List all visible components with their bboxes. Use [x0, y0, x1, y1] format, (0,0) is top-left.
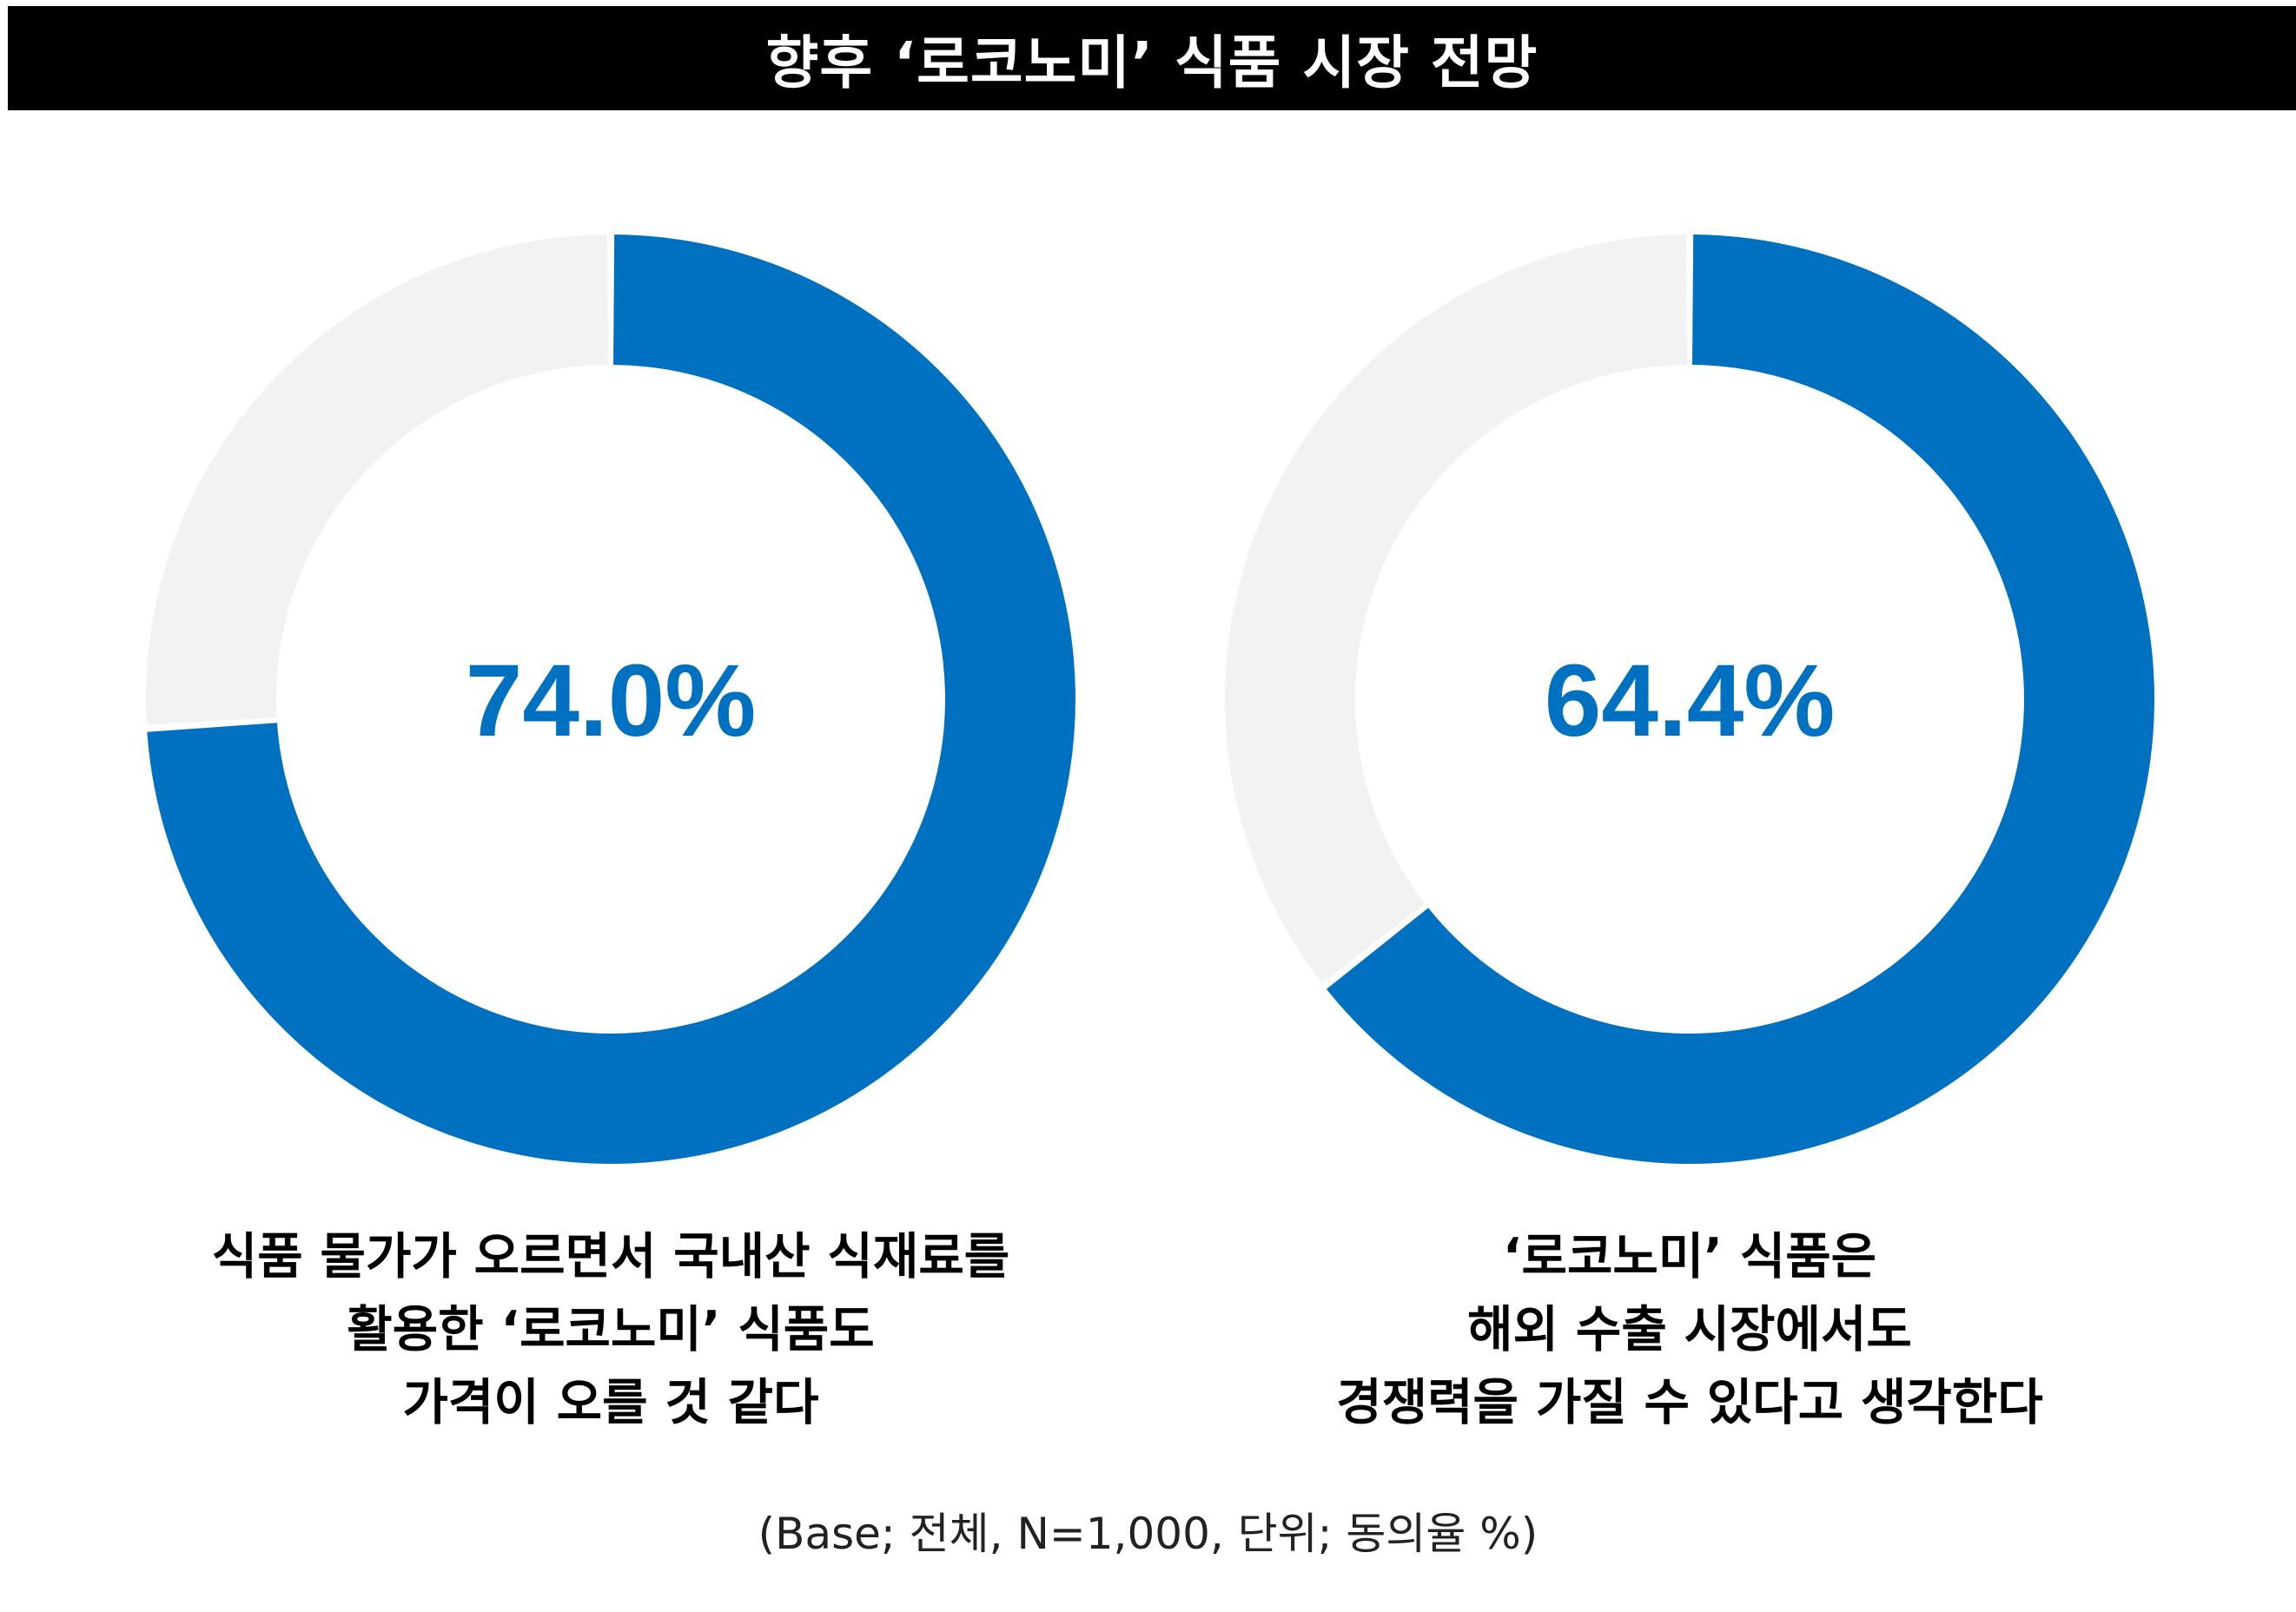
donut-2-remainder-slice: [1225, 235, 1687, 984]
caption-2-line-2: 해외 수출 시장에서도: [1467, 1301, 1912, 1358]
donut-chart-1: 74.0%: [146, 235, 1076, 1165]
caption-1: 식품 물가가 오르면서 국내산 식재료를 활용한 ‘로코노미’ 식품도 가격이 …: [89, 1220, 1132, 1439]
caption-1-line-1: 식품 물가가 오르면서 국내산 식재료를: [211, 1228, 1010, 1285]
value-label-1: 74.0%: [466, 644, 757, 758]
caption-2: ‘로코노미’ 식품은 해외 수출 시장에서도 경쟁력을 가질 수 있다고 생각한…: [1168, 1220, 2211, 1439]
value-label-2: 64.4%: [1545, 644, 1836, 758]
caption-1-line-3: 가격이 오를 것 같다: [402, 1374, 819, 1431]
chart-title: 향후 ‘로코노미’ 식품 시장 전망: [765, 30, 1538, 96]
caption-1-line-2: 활용한 ‘로코노미’ 식품도: [347, 1301, 875, 1358]
title-bar: 향후 ‘로코노미’ 식품 시장 전망: [8, 6, 2296, 110]
donut-2-value-slice: [1326, 235, 2154, 1165]
caption-2-line-3: 경쟁력을 가질 수 있다고 생각한다: [1336, 1374, 2043, 1431]
donut-chart-2: 64.4%: [1225, 235, 2154, 1165]
donut-1-remainder-slice: [146, 235, 608, 725]
caption-2-line-1: ‘로코노미’ 식품은: [1502, 1228, 1877, 1285]
footnote: (Base; 전체, N=1,000, 단위; 동의율 %): [758, 1509, 1538, 1559]
